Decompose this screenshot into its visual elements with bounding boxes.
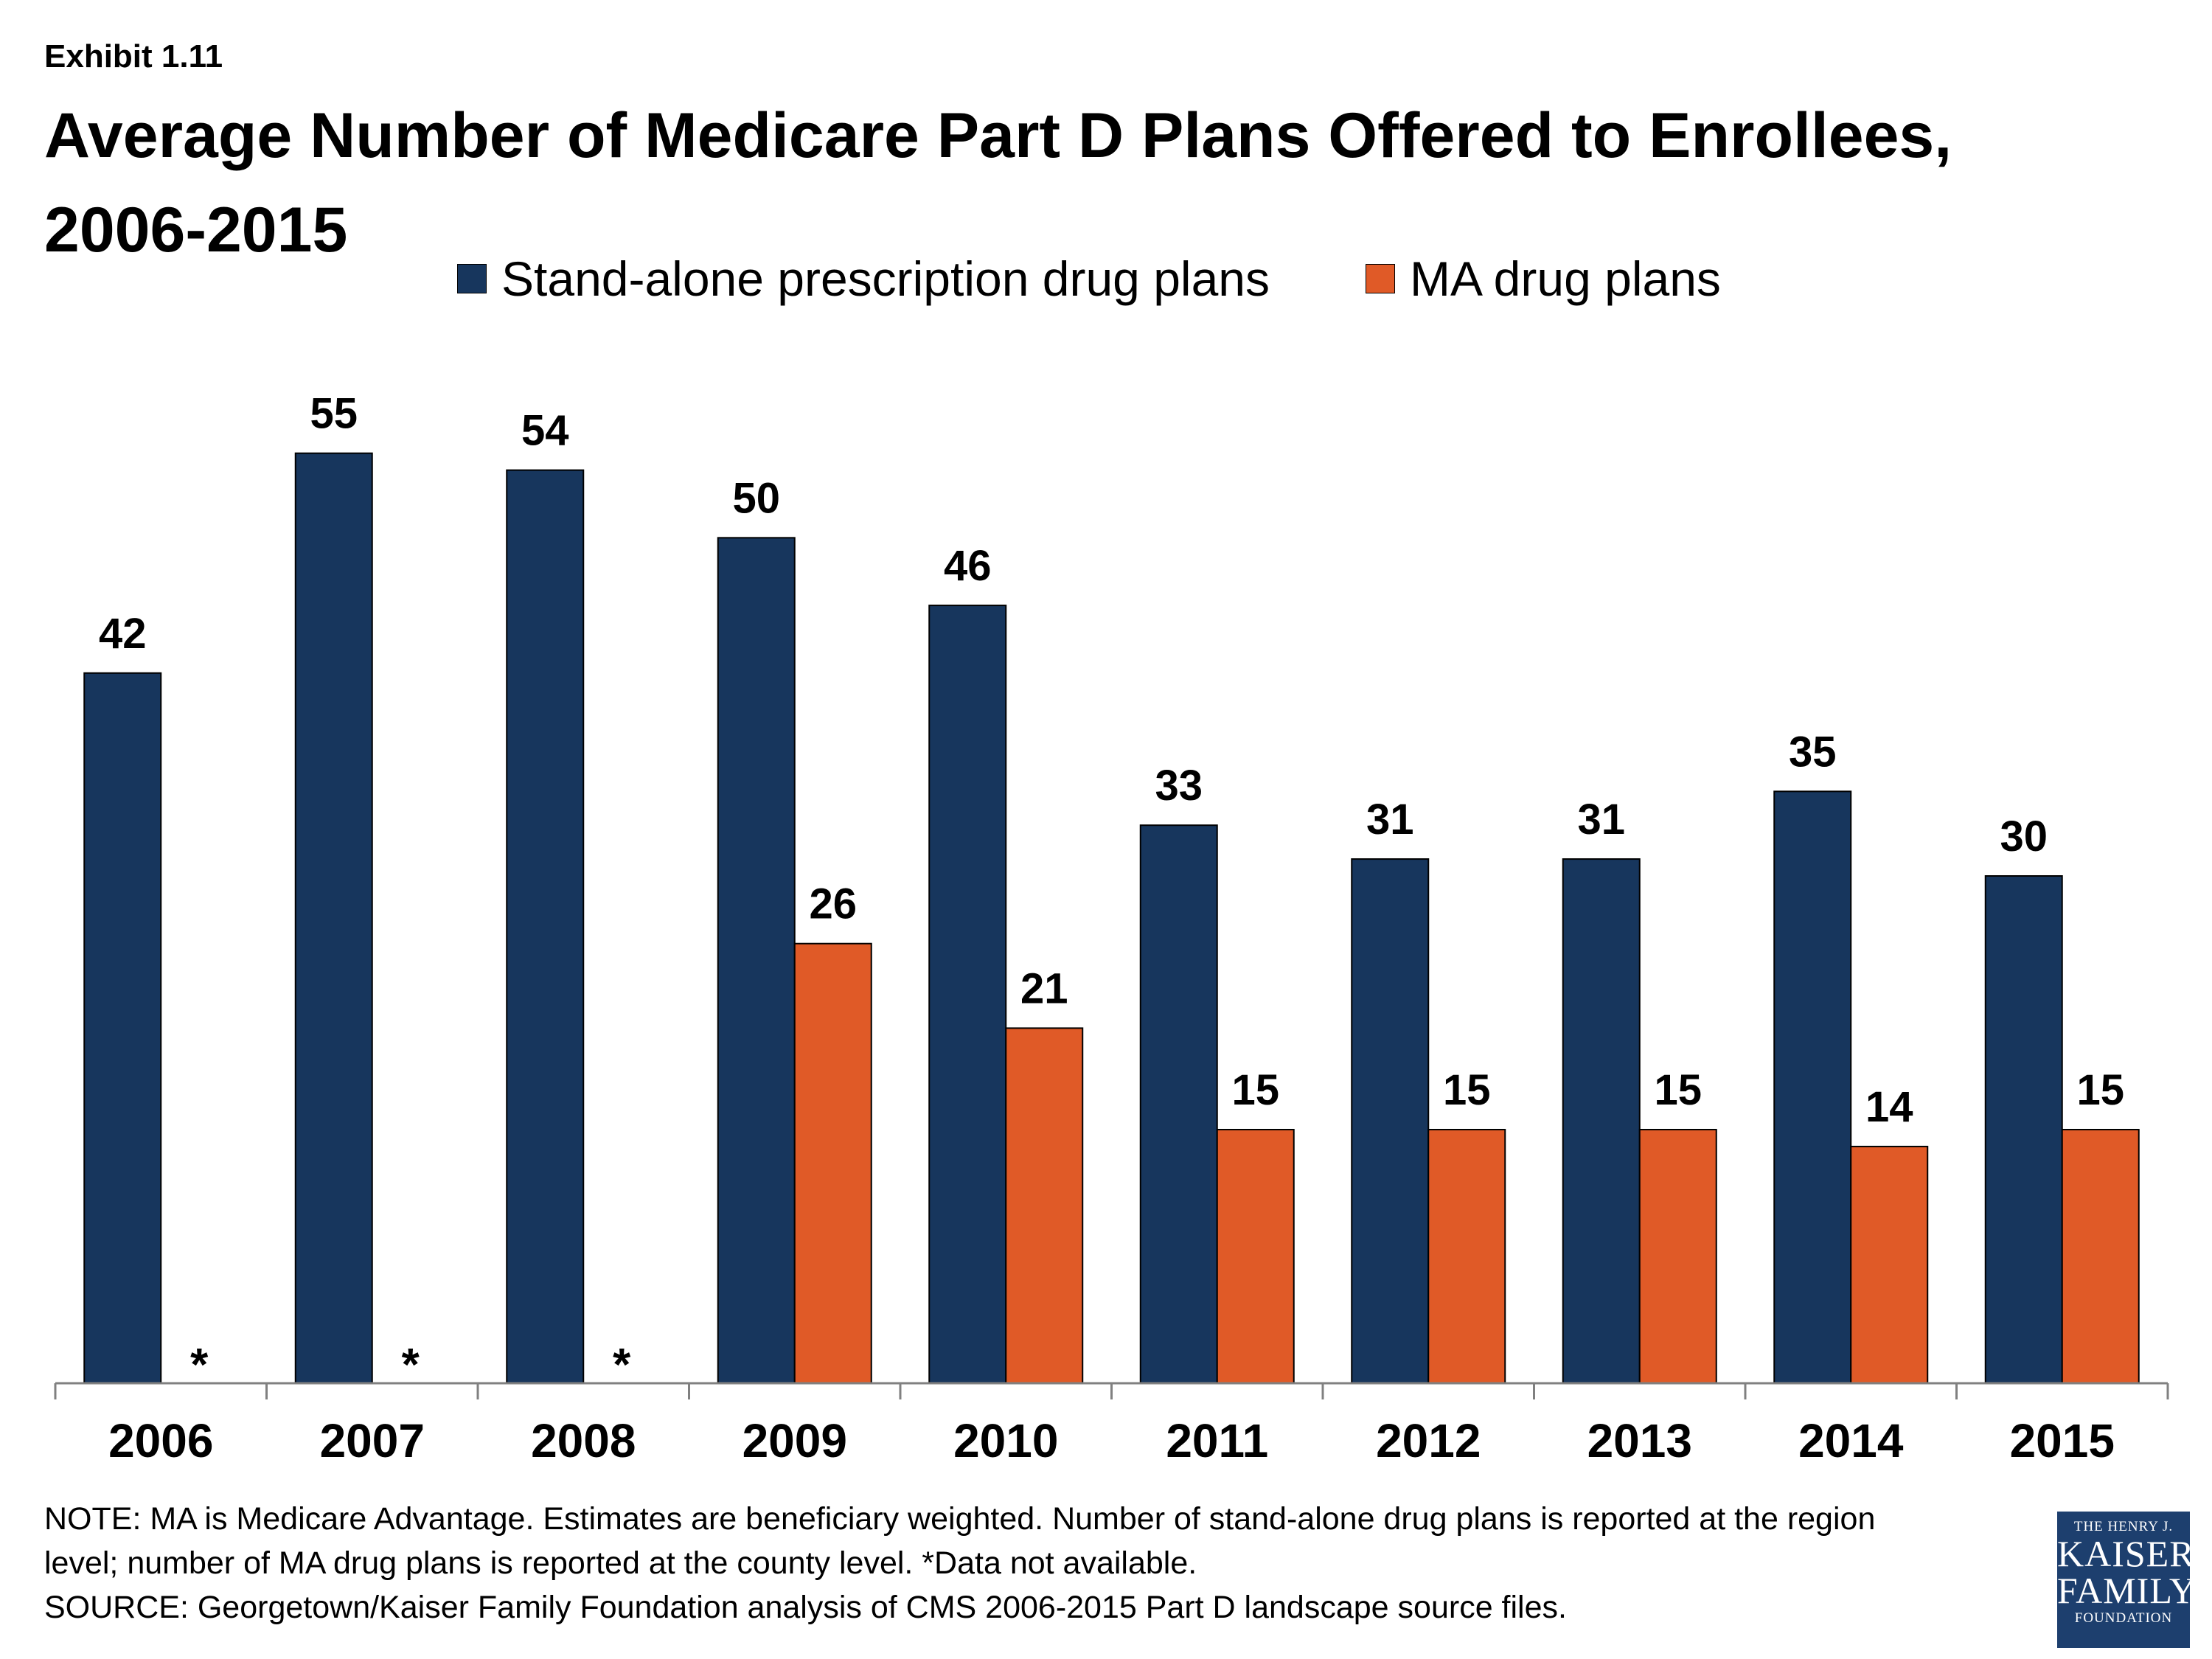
x-tick-label: 2013 [1587,1414,1692,1467]
chart-note: NOTE: MA is Medicare Advantage. Estimate… [44,1497,2035,1630]
bar-pdp [717,537,796,1384]
x-tick-label: 2011 [1166,1414,1268,1467]
x-tick-label: 2010 [953,1414,1058,1467]
data-label: 35 [1789,728,1837,776]
data-label: 14 [1865,1083,1913,1131]
legend-swatch-pdp [457,264,487,293]
bar-pdp [1351,858,1430,1384]
logo-line: FAMILY [2057,1570,2197,1611]
data-label: 30 [2000,813,2048,860]
data-label: 33 [1155,762,1203,810]
data-label: 42 [99,610,147,658]
x-tick-label: 2009 [742,1414,847,1467]
legend-item-pdp: Stand-alone prescription drug plans [457,251,1270,307]
bar-pdp [1562,858,1641,1384]
bar-pdp [928,605,1007,1384]
chart-title: Average Number of Medicare Part D Plans … [44,100,1952,265]
x-tick-label: 2014 [1798,1414,1904,1467]
logo-line: THE HENRY J. [2073,1519,2174,1534]
data-label: 31 [1577,796,1625,844]
x-tick-label: 2006 [108,1414,213,1467]
exhibit-label: Exhibit 1.11 [44,38,223,74]
data-label: 15 [1443,1066,1491,1114]
bar-ma [793,942,872,1384]
bar-pdp [1139,824,1218,1384]
data-label: 26 [809,880,857,928]
bar-ma [1427,1129,1506,1384]
x-tick-label: 2008 [531,1414,636,1467]
bar-ma [1216,1129,1295,1384]
x-tick-label: 2007 [320,1414,425,1467]
bar-pdp [83,672,162,1384]
chart-legend: Stand-alone prescription drug plans MA d… [457,251,1817,307]
legend-label-pdp: Stand-alone prescription drug plans [501,251,1270,306]
bar-ma [1638,1129,1717,1384]
bar-pdp [1984,875,2063,1384]
data-label: 50 [732,474,780,522]
legend-label-ma: MA drug plans [1409,251,1721,306]
x-tick-label: 2015 [2010,1414,2115,1467]
kff-logo: THE HENRY J. KAISER FAMILY FOUNDATION [2057,1512,2197,1648]
data-label: 55 [310,390,358,438]
data-label: 15 [1231,1066,1279,1114]
bar-pdp [506,469,585,1384]
data-label: 21 [1020,964,1068,1012]
note-line: level; number of MA drug plans is report… [44,1545,1197,1581]
bar-ma [1005,1027,1084,1385]
data-label: 15 [1654,1066,1702,1114]
bar-ma [1850,1145,1929,1385]
source-line: SOURCE: Georgetown/Kaiser Family Foundat… [44,1590,1567,1625]
data-label: 46 [944,542,992,590]
x-tick-label: 2012 [1376,1414,1481,1467]
bar-pdp [294,452,373,1385]
legend-item-ma: MA drug plans [1365,251,1721,307]
legend-swatch-ma [1365,264,1395,293]
data-label: 31 [1366,796,1414,844]
logo-line: FOUNDATION [2074,1610,2173,1626]
data-label: 15 [2076,1066,2124,1114]
bar-pdp [1773,790,1852,1385]
bar-ma [2061,1129,2140,1384]
note-line: NOTE: MA is Medicare Advantage. Estimate… [44,1501,1876,1537]
data-label: 54 [521,407,569,455]
logo-line: KAISER [2057,1533,2195,1574]
